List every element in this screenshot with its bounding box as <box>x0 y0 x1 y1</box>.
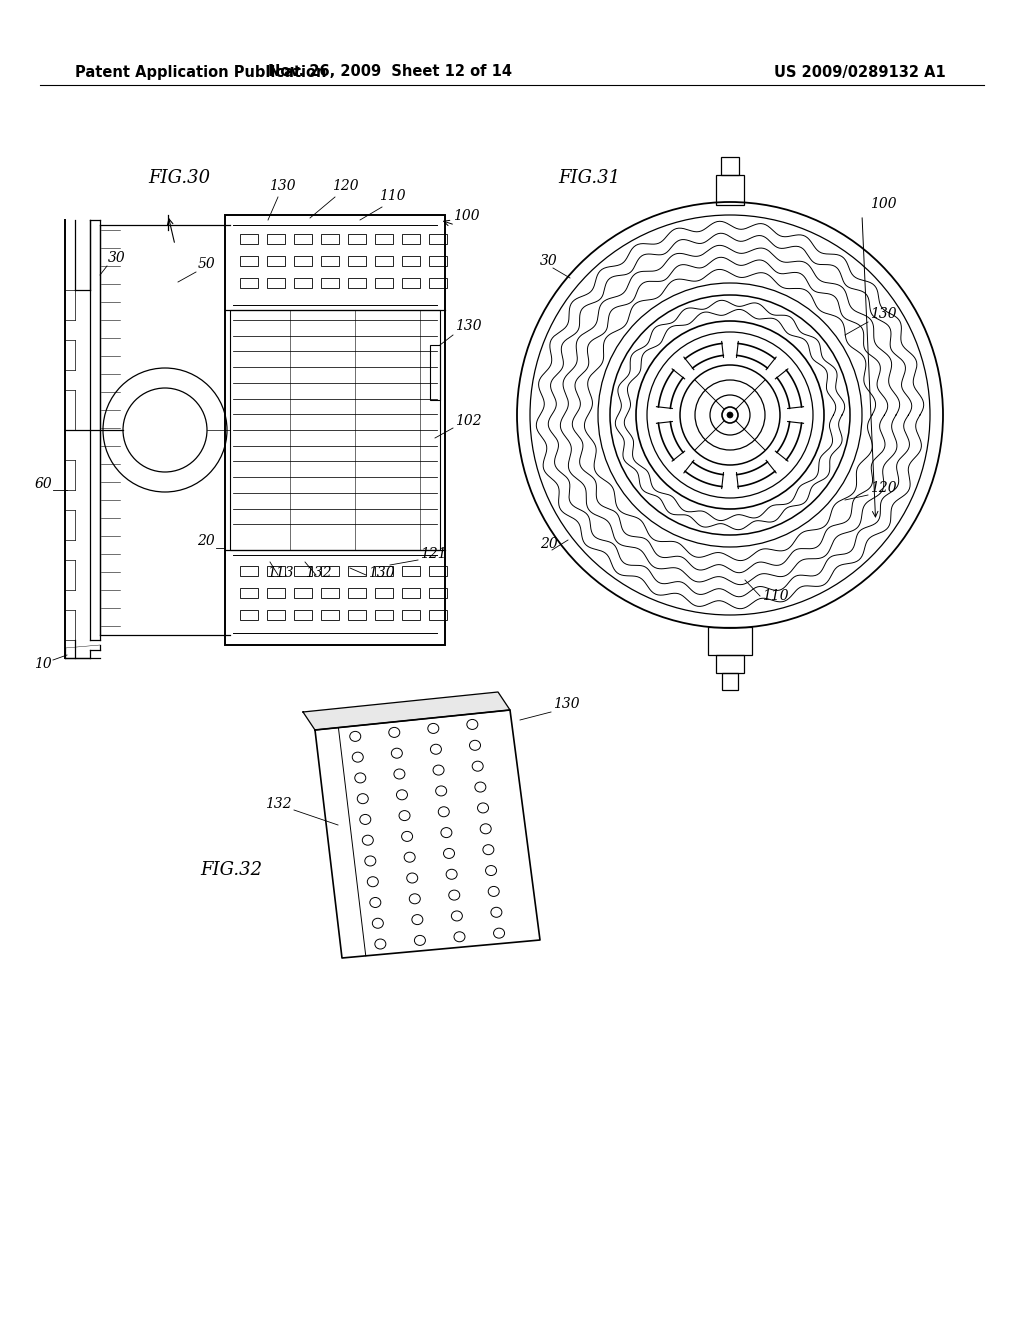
Bar <box>267 587 285 598</box>
Bar <box>402 566 420 576</box>
Polygon shape <box>303 692 510 730</box>
Text: 100: 100 <box>870 197 897 211</box>
Text: 20: 20 <box>540 537 558 550</box>
Bar <box>294 566 312 576</box>
Text: 120: 120 <box>870 480 897 495</box>
Text: 113: 113 <box>266 566 293 579</box>
Text: 30: 30 <box>540 253 558 268</box>
Bar <box>375 256 393 267</box>
Bar <box>429 610 447 620</box>
Bar <box>716 655 744 673</box>
Bar <box>402 256 420 267</box>
Bar <box>267 610 285 620</box>
Text: 60: 60 <box>34 477 52 491</box>
Text: 110: 110 <box>379 189 406 203</box>
Bar <box>294 587 312 598</box>
Bar <box>402 610 420 620</box>
Bar <box>708 627 752 655</box>
Text: 121: 121 <box>420 546 446 561</box>
Bar <box>321 279 339 288</box>
Bar <box>348 566 366 576</box>
Text: 132: 132 <box>305 566 332 579</box>
Bar <box>267 566 285 576</box>
Text: 100: 100 <box>453 209 479 223</box>
Bar <box>429 566 447 576</box>
Bar <box>240 610 258 620</box>
Text: Nov. 26, 2009  Sheet 12 of 14: Nov. 26, 2009 Sheet 12 of 14 <box>268 65 512 79</box>
Text: 130: 130 <box>553 697 580 711</box>
Bar <box>225 215 445 645</box>
Bar <box>375 610 393 620</box>
Bar <box>240 566 258 576</box>
Text: 10: 10 <box>34 657 52 671</box>
Bar <box>375 279 393 288</box>
Bar <box>240 234 258 244</box>
Text: 130: 130 <box>455 319 481 333</box>
Bar <box>321 610 339 620</box>
Text: US 2009/0289132 A1: US 2009/0289132 A1 <box>774 65 946 79</box>
Bar <box>321 256 339 267</box>
Bar <box>375 234 393 244</box>
Bar <box>321 566 339 576</box>
Bar <box>230 310 440 550</box>
Bar <box>429 256 447 267</box>
Bar <box>294 234 312 244</box>
Bar <box>429 279 447 288</box>
Text: 30: 30 <box>108 251 126 265</box>
Bar <box>430 345 440 400</box>
Bar <box>375 566 393 576</box>
Bar <box>429 587 447 598</box>
Bar <box>402 279 420 288</box>
Bar <box>716 176 744 205</box>
Bar <box>267 256 285 267</box>
Bar <box>429 234 447 244</box>
Bar <box>240 256 258 267</box>
Bar <box>348 610 366 620</box>
Bar <box>294 279 312 288</box>
Bar <box>722 673 738 690</box>
Bar <box>240 279 258 288</box>
Bar <box>402 587 420 598</box>
Text: Patent Application Publication: Patent Application Publication <box>75 65 327 79</box>
Bar <box>267 234 285 244</box>
Bar <box>348 279 366 288</box>
Text: 102: 102 <box>455 414 481 428</box>
Text: 120: 120 <box>332 180 358 193</box>
Bar <box>321 587 339 598</box>
Bar <box>240 587 258 598</box>
Bar <box>375 587 393 598</box>
Text: 50: 50 <box>198 257 216 271</box>
Text: 130: 130 <box>268 180 295 193</box>
Text: 130: 130 <box>368 566 394 579</box>
Text: 20: 20 <box>198 535 215 548</box>
Text: FIG.32: FIG.32 <box>200 861 262 879</box>
Circle shape <box>727 412 733 418</box>
Text: 132: 132 <box>265 797 292 810</box>
Text: 110: 110 <box>762 589 788 603</box>
Bar <box>348 234 366 244</box>
Text: FIG.31: FIG.31 <box>558 169 621 187</box>
Text: FIG.30: FIG.30 <box>148 169 210 187</box>
Bar <box>267 279 285 288</box>
Bar <box>402 234 420 244</box>
Bar <box>294 256 312 267</box>
Bar <box>321 234 339 244</box>
Bar <box>721 157 739 176</box>
Bar <box>348 256 366 267</box>
Bar <box>348 587 366 598</box>
Bar <box>294 610 312 620</box>
Text: 130: 130 <box>870 308 897 321</box>
